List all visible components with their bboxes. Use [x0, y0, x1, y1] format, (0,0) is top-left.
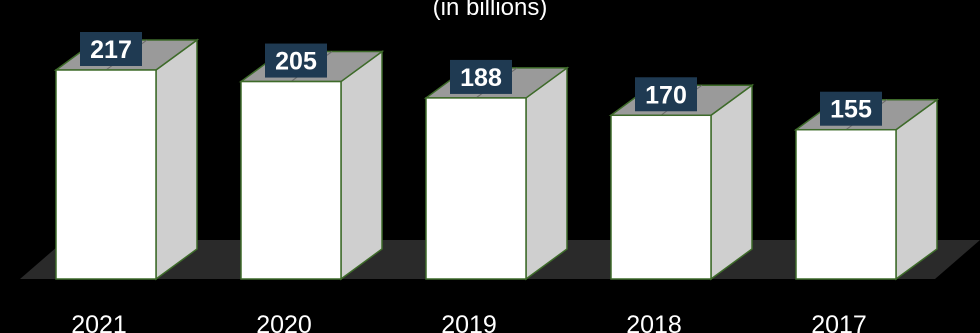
- data-label-2021: 217: [90, 36, 132, 64]
- bar-2018: [610, 114, 712, 280]
- x-tick-label-2017: 2017: [811, 311, 867, 333]
- data-label-2019: 188: [460, 64, 502, 92]
- bar-side-2020: [340, 50, 383, 281]
- bar-side-2017: [895, 98, 938, 281]
- bar-side-2021: [155, 38, 198, 281]
- data-label-2018: 170: [645, 81, 687, 109]
- data-label-2020: 205: [275, 48, 317, 76]
- bar-2020: [240, 80, 342, 280]
- bar-2021: [55, 69, 157, 280]
- bar-side-2018: [710, 83, 753, 281]
- bar-2017: [795, 128, 897, 280]
- data-label-box-2021: [80, 32, 142, 66]
- data-label-box-2017: [820, 91, 882, 126]
- data-label-box-2019: [450, 59, 512, 94]
- x-tick-label-2018: 2018: [626, 311, 682, 333]
- data-label-box-2018: [635, 77, 697, 112]
- data-label-box-2020: [265, 43, 327, 78]
- bar-side-2019: [525, 66, 568, 281]
- x-tick-label-2019: 2019: [441, 311, 497, 333]
- chart-subtitle: (in billions): [432, 0, 548, 21]
- x-tick-label-2020: 2020: [256, 311, 312, 333]
- x-tick-label-2021: 2021: [71, 311, 127, 333]
- bar-2019: [425, 97, 527, 280]
- data-label-2017: 155: [830, 96, 872, 124]
